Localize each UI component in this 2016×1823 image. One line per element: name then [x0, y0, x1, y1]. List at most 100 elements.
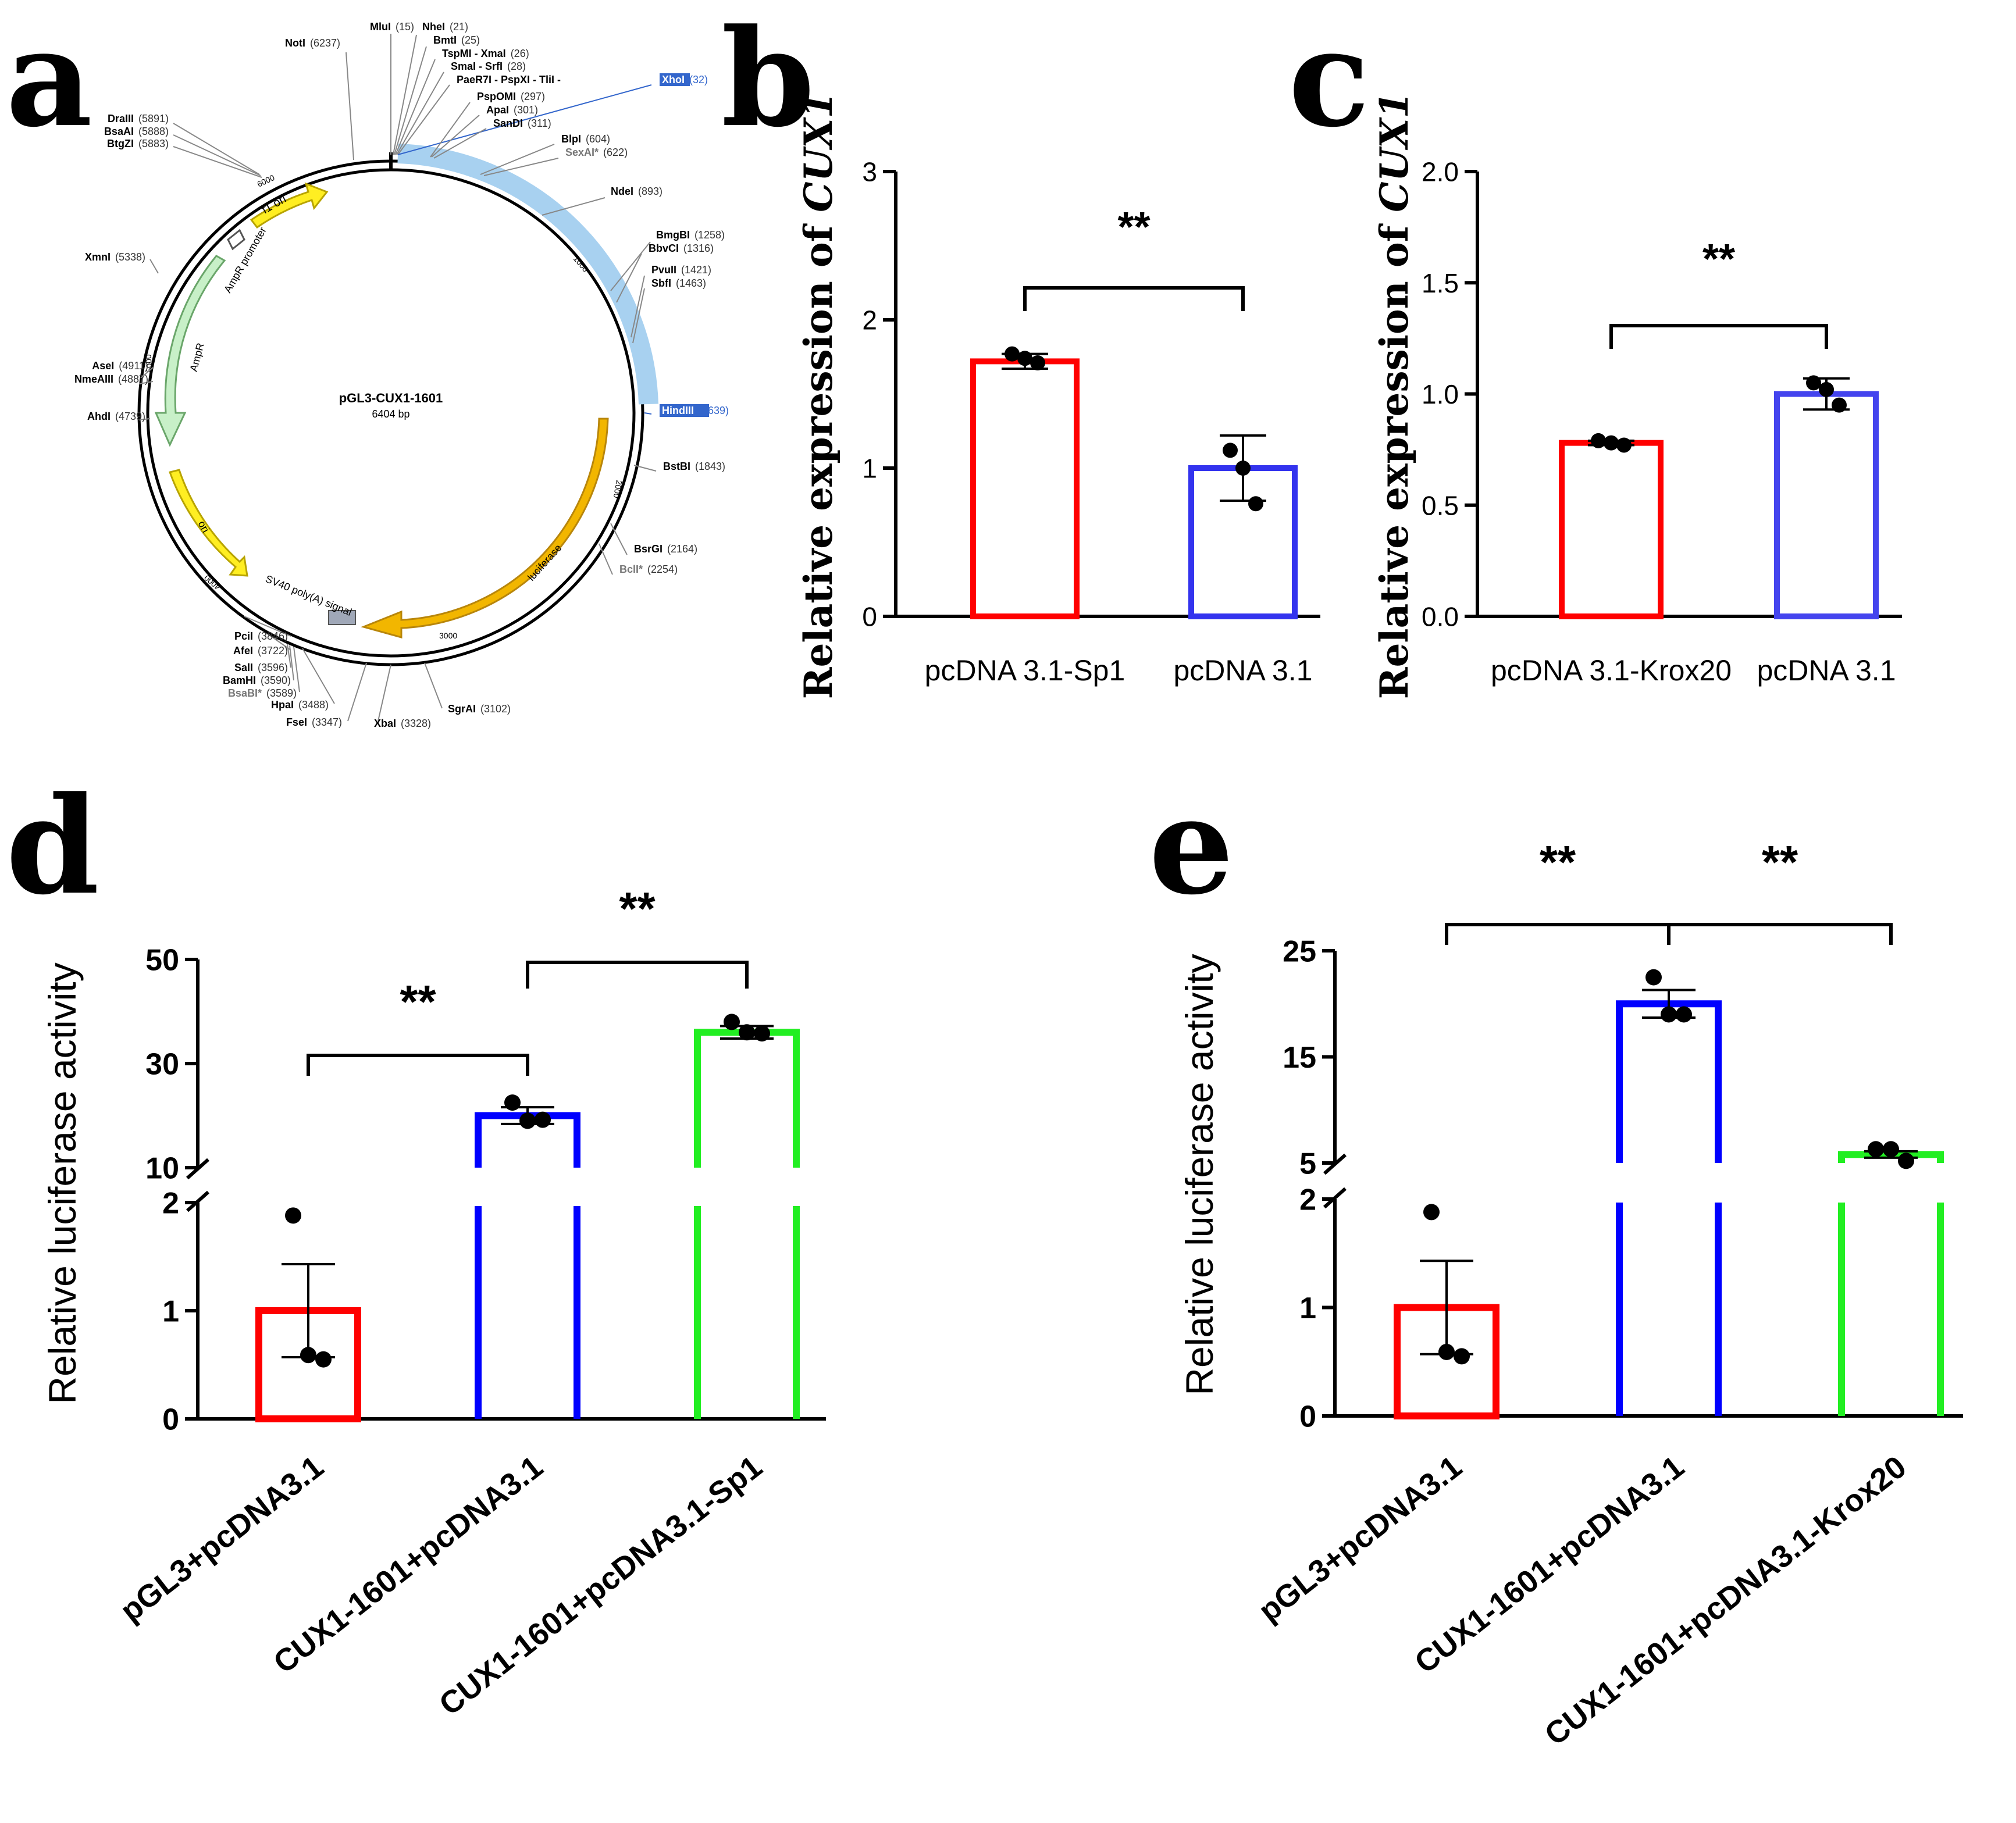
ring-tick-5000: 5000 [143, 354, 154, 373]
chart-b: 0 1 2 3 Relative expression of CUX1 pcDNA 3.1… [796, 92, 1320, 699]
y-tick-label: 1.0 [1422, 379, 1459, 409]
data-point [535, 1111, 551, 1128]
site-label: BclI* (2254) [619, 563, 678, 575]
site-leader [173, 123, 260, 175]
data-point [1661, 1006, 1677, 1023]
data-point [1898, 1153, 1914, 1169]
site-leader [632, 288, 645, 344]
site-label: PspOMI (297) [477, 91, 545, 102]
data-point [739, 1024, 755, 1041]
site-label: MluI (15) [370, 21, 414, 33]
significance-bracket [1609, 324, 1828, 349]
significance-label: ** [1540, 836, 1576, 888]
significance-bracket [1445, 923, 1670, 945]
y-axis-label: Relative expression of CUX1 [1372, 92, 1417, 700]
site-label: ApaI (301) [486, 104, 538, 116]
restriction-site-labels: MluI (15) NotI (6237) NheI (21)BmtI (25) TspMI … [74, 21, 729, 729]
feature-label-luciferase: luciferase [525, 542, 564, 583]
site-label: BtgZI (5883) [107, 138, 169, 149]
feature-label-ampr-promoter: AmpR promoter [222, 225, 269, 295]
site-leader [483, 158, 559, 176]
data-point [1005, 346, 1020, 362]
panel-letter-a: a [6, 0, 92, 157]
site-label: SalI (3596) [234, 662, 288, 673]
ampr-promoter-feature [227, 229, 245, 251]
y-tick-label: 5 [1299, 1147, 1316, 1181]
site-leader [139, 381, 154, 384]
luciferase-feature [361, 418, 609, 638]
site-label: PvuII (1421) [651, 264, 711, 276]
site-leader [393, 34, 417, 155]
x-category-label: pcDNA 3.1-Krox20 [1491, 654, 1732, 687]
site-leader [267, 633, 291, 651]
site-leader [631, 275, 645, 338]
site-leader [396, 72, 444, 155]
y-tick-label: 1.5 [1422, 268, 1459, 298]
plasmid-name: pGL3-CUX1-1601 [339, 391, 443, 405]
y-tick-label: 0 [162, 1403, 179, 1437]
data-point [1868, 1141, 1884, 1158]
site-leader [542, 197, 605, 216]
site-leader [397, 84, 450, 155]
bar-lower [694, 1206, 800, 1419]
insert-region-arc [397, 144, 658, 405]
data-point [1883, 1141, 1899, 1158]
y-tick-label: 3 [862, 157, 877, 187]
site-label: SexAI* (622) [565, 147, 628, 158]
site-label: AhdI (4739) [87, 411, 145, 422]
site-leader [149, 259, 159, 274]
site-label: BsaBI* (3589) [228, 687, 297, 699]
site-leader [430, 102, 471, 158]
site-label: XmnI (5338) [85, 251, 145, 263]
data-point [1438, 1343, 1455, 1360]
y-tick-label: 1 [1299, 1292, 1316, 1325]
site-label: BsaAI (5888) [104, 126, 169, 137]
site-label: NotI (6237) [285, 37, 340, 49]
site-label: NdeI (893) [611, 185, 662, 197]
y-tick-label: 10 [145, 1152, 179, 1186]
significance-label: ** [1117, 204, 1150, 251]
site-leader [138, 418, 151, 420]
data-point [754, 1025, 770, 1042]
site-label: HpaI (3488) [271, 699, 329, 711]
ring-tick-2000: 2000 [612, 479, 624, 499]
site-label: BlpI (604) [561, 133, 610, 145]
panel-letter-e: e [1149, 768, 1234, 925]
data-point [1223, 443, 1238, 458]
plasmid-size: 6404 bp [372, 408, 409, 420]
site-label: SgrAI (3102) [448, 703, 511, 715]
site-leader [644, 412, 652, 415]
site-leader [633, 465, 657, 472]
site-leader [424, 662, 443, 709]
panel-letter-c: c [1288, 0, 1370, 157]
significance-bracket [1023, 286, 1245, 311]
site-leader [394, 46, 427, 155]
site-leader [599, 543, 613, 575]
site-label: AseI (4911) [92, 360, 148, 372]
panel-letter-d: d [6, 768, 99, 925]
site-leader [347, 662, 367, 722]
site-label: XbaI (3328) [374, 718, 431, 729]
site-leader [377, 664, 391, 722]
bar-lower [475, 1206, 580, 1419]
y-tick-label: 0.5 [1422, 490, 1459, 520]
data-point [1676, 1006, 1692, 1023]
y-axis-label: Relative luciferase activity [41, 962, 84, 1404]
y-tick-label: 0 [1299, 1400, 1316, 1434]
y-tick-label: 2 [162, 1187, 179, 1221]
site-label: HindIII (1639) [662, 405, 729, 416]
site-leader [140, 367, 154, 379]
site-leader [289, 645, 294, 681]
site-leader [244, 616, 291, 637]
y-tick-label: 2 [1299, 1183, 1316, 1217]
data-point [285, 1207, 301, 1224]
site-leader [173, 146, 262, 178]
x-category-label: pcDNA 3.1-Sp1 [925, 654, 1125, 687]
y-axis-label: Relative luciferase activity [1178, 954, 1221, 1395]
bar [1774, 391, 1879, 619]
site-label: PaeR7I - PspXI - TliI - [457, 74, 561, 85]
site-leader [610, 523, 628, 555]
site-label: SbfI (1463) [651, 277, 706, 289]
data-point [1423, 1204, 1440, 1221]
site-label: AfeI (3722) [233, 645, 288, 657]
